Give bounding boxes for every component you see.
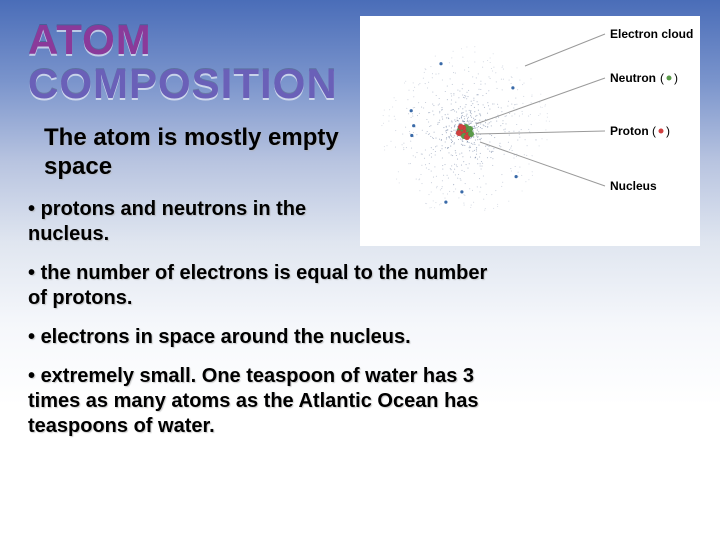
svg-text:): )	[666, 124, 670, 138]
label-proton: Proton	[610, 124, 649, 138]
proton-legend-icon: ( )	[652, 124, 670, 138]
label-electron-cloud: Electron cloud	[610, 27, 693, 41]
bullet-item: • extremely small. One teaspoon of water…	[28, 364, 508, 439]
atom-diagram: Electron cloud Neutron Proton Nucleus ( …	[360, 16, 700, 246]
label-nucleus: Nucleus	[610, 179, 657, 193]
bullet-item: • protons and neutrons in the nucleus.	[28, 197, 328, 247]
leader-line	[480, 142, 605, 186]
leader-line	[525, 34, 605, 66]
leader-line	[476, 78, 605, 124]
bullet-item: • electrons in space around the nucleus.	[28, 325, 508, 350]
subtitle-text: The atom is mostly empty space	[44, 124, 344, 181]
label-neutron: Neutron	[610, 71, 656, 85]
svg-text:(: (	[652, 124, 656, 138]
svg-text:(: (	[660, 71, 664, 85]
neutron-legend-icon: ( )	[660, 71, 678, 85]
svg-text:): )	[674, 71, 678, 85]
leader-line	[476, 131, 605, 134]
bullet-item: • the number of electrons is equal to th…	[28, 261, 508, 311]
